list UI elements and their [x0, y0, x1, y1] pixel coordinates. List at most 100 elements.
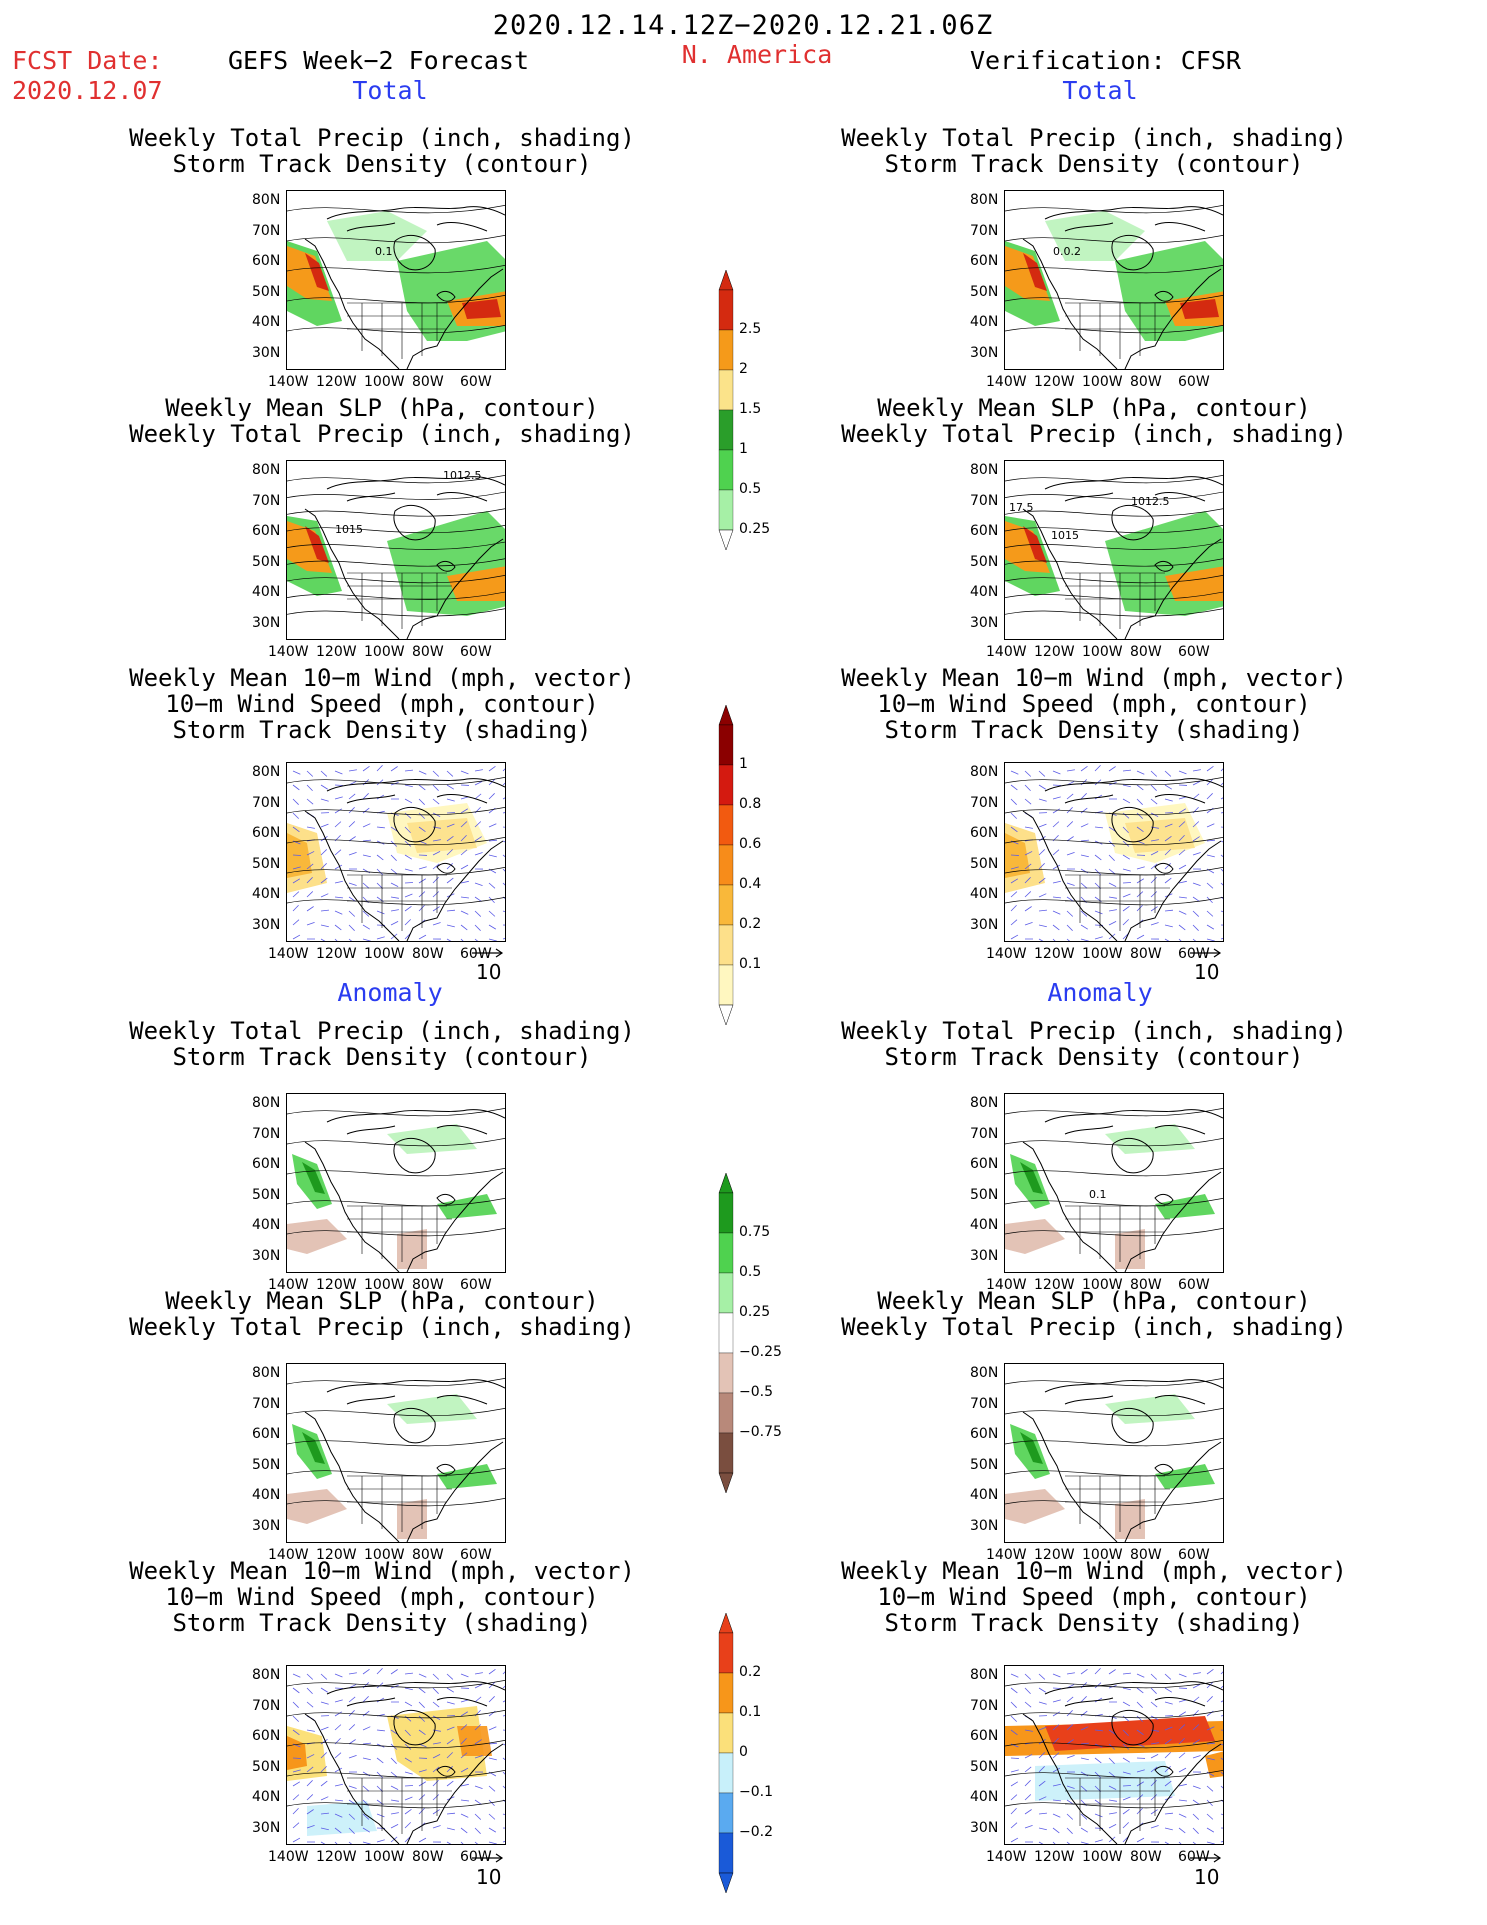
map-obs-total-slp-lat-tick: 50N [970, 553, 999, 570]
map-obs-anom-slp-lon-tick: 100W [1082, 1547, 1123, 1563]
map-obs-total-wind-lat-tick: 60N [970, 825, 999, 841]
map-obs-total-wind-lat-tick: 30N [970, 916, 999, 933]
map-obs-anom-wind-lon-tick: 60W [1178, 1849, 1210, 1865]
map-obs-anom-wind-lat-tick: 30N [970, 1819, 999, 1836]
map-fc-total-precip-coastline [304, 206, 505, 369]
map-fc-total-wind-lat-tick: 40N [252, 886, 281, 902]
map-fc-total-slp-lon-tick: 120W [316, 644, 357, 660]
colorbar-track-total-label: 0.4 [739, 876, 762, 892]
panel-title-fc-anom-precip: Weekly Total Precip (inch, shading) Storm… [129, 1017, 635, 1071]
map-fc-anom-precip-lat-tick: 30N [252, 1247, 281, 1264]
colorbar-track-total-segment [718, 764, 734, 806]
map-obs-anom-precip-annotation-0: 0.1 [1089, 1188, 1107, 1201]
map-obs-anom-slp-svg [1005, 1378, 1223, 1542]
map-obs-total-precip-shading-6 [1180, 299, 1219, 319]
map-fc-total-slp-lon-tick: 80W [412, 644, 444, 660]
colorbar-precip-total-segment [718, 489, 734, 531]
map-obs-total-slp-lat-tick: 60N [970, 523, 999, 539]
map-obs-anom-precip-lat-tick: 80N [970, 1095, 999, 1111]
vector-reference-arrow [1190, 948, 1222, 958]
colorbar-precip-total-label: 0.25 [739, 521, 771, 537]
panel-title-fc-total-slp: Weekly Mean SLP (hPa, contour) Weekly Tot… [129, 394, 635, 448]
map-obs-anom-precip-lon-tick: 80W [1130, 1277, 1162, 1293]
map-fc-total-precip-lat-tick: 40N [252, 314, 281, 330]
map-obs-anom-slp-lat-tick: 60N [970, 1426, 999, 1442]
map-fc-total-wind-lon-tick: 60W [460, 946, 492, 962]
map-obs-total-wind-lat-tick: 80N [970, 764, 999, 780]
map-fc-anom-precip-lat-tick: 80N [252, 1095, 281, 1111]
map-fc-total-precip-lon-tick: 60W [460, 374, 492, 390]
map-fc-total-wind-lon-tick: 100W [364, 946, 405, 962]
colorbar-track-anom-segment [718, 1832, 734, 1874]
map-fc-anom-precip-shading-1 [302, 1162, 325, 1194]
map-obs-anom-slp-lon-tick: 120W [1034, 1547, 1075, 1563]
map-obs-total-precip-lon-tick: 60W [1178, 374, 1210, 390]
map-fc-total-precip-shading-6 [462, 299, 501, 319]
colorbar-precip-anom-label: 0.75 [739, 1224, 771, 1240]
map-fc-total-wind-lat-tick: 30N [252, 916, 281, 933]
map-obs-total-precip-shading-4 [1045, 211, 1145, 261]
map-obs-anom-wind-lat-tick: 60N [970, 1728, 999, 1744]
colorbar-precip-anom-segment [718, 1272, 734, 1314]
map-fc-anom-wind-lat-tick: 80N [252, 1667, 281, 1683]
panel-title-fc-total-precip: Weekly Total Precip (inch, shading) Storm… [129, 124, 635, 178]
colorbar-track-total-segment [718, 924, 734, 966]
map-fc-total-slp-coastline [304, 476, 505, 639]
map-obs-total-precip-lon-tick: 100W [1082, 374, 1123, 390]
map-fc-anom-slp-shading-5 [397, 1499, 427, 1539]
map-fc-total-precip-contours [287, 205, 505, 334]
map-fc-anom-wind-lat-tick: 70N [252, 1697, 281, 1714]
colorbar-track-anom-label: 0 [739, 1744, 748, 1760]
map-obs-total-wind-lon-tick: 120W [1034, 946, 1075, 962]
map-fc-anom-slp-lat-tick: 80N [252, 1365, 281, 1381]
map-fc-anom-slp-lon-tick: 140W [268, 1547, 309, 1563]
map-obs-anom-precip-lat-tick: 70N [970, 1125, 999, 1142]
section-total-left: Total [352, 76, 428, 105]
colorbar-precip-anom-segment [718, 1232, 734, 1274]
colorbar-precip-total-segment [718, 369, 734, 411]
verification-title: Verification: CFSR [970, 46, 1241, 75]
colorbar-track-total-segment [718, 804, 734, 846]
map-obs-anom-wind-svg [1005, 1667, 1223, 1844]
map-fc-anom-precip-shading-5 [397, 1229, 427, 1269]
map-obs-total-slp-annotation-2: 1015 [1051, 529, 1079, 542]
map-obs-anom-precip-lon-tick: 60W [1178, 1277, 1210, 1293]
map-obs-anom-wind-wind-vectors [1010, 1667, 1223, 1844]
colorbar-track-total-label: 0.2 [739, 916, 762, 932]
map-obs-anom-wind-lat-tick: 50N [970, 1758, 999, 1775]
map-obs-anom-wind-contours [1005, 1680, 1223, 1809]
map-fc-anom-precip-lon-tick: 100W [364, 1277, 405, 1293]
map-obs-anom-precip-lon-tick: 100W [1082, 1277, 1123, 1293]
map-obs-anom-precip-shading-1 [1020, 1162, 1043, 1194]
map-obs-anom-wind-shading-1 [1045, 1716, 1215, 1751]
map-obs-total-slp-coastline [1022, 476, 1223, 639]
map-fc-total-slp-annotation-1: 1015 [335, 523, 363, 536]
map-fc-anom-slp-lon-tick: 120W [316, 1547, 357, 1563]
map-fc-anom-wind [286, 1665, 506, 1845]
panel-title-fc-total-wind: Weekly Mean 10−m Wind (mph, vector) 10−m … [129, 664, 635, 744]
map-fc-total-slp-annotation-0: 1012.5 [443, 469, 482, 482]
map-fc-total-precip-lat-tick: 70N [252, 222, 281, 239]
colorbar-precip-anom-segment [718, 1392, 734, 1434]
map-obs-total-precip-shading-2 [1023, 253, 1047, 291]
map-obs-total-slp-svg: 1012.5 17.5 1015 [1005, 475, 1223, 639]
map-fc-anom-wind-lon-tick: 120W [316, 1849, 357, 1865]
region-label: N. America [681, 40, 833, 69]
map-fc-total-slp-lat-tick: 50N [252, 553, 281, 570]
colorbar-precip-anom-label: 0.5 [739, 1264, 762, 1280]
map-obs-total-wind-wind-vectors [1010, 764, 1223, 941]
map-obs-anom-wind-lat-tick: 40N [970, 1789, 999, 1805]
vector-reference-label: 10 [476, 1865, 502, 1889]
map-obs-anom-slp-lon-tick: 80W [1130, 1547, 1162, 1563]
map-fc-anom-slp [286, 1363, 506, 1543]
map-obs-anom-slp-shading-4 [1105, 1394, 1195, 1424]
map-obs-total-precip-svg: 0.0.2 [1005, 205, 1223, 369]
map-fc-anom-precip-lat-tick: 40N [252, 1217, 281, 1233]
map-fc-anom-precip-svg [287, 1108, 505, 1272]
map-obs-total-slp-annotation-0: 1012.5 [1131, 495, 1170, 508]
map-obs-total-slp-lat-tick: 80N [970, 462, 999, 478]
panel-title-obs-total-wind: Weekly Mean 10−m Wind (mph, vector) 10−m … [841, 664, 1347, 744]
map-fc-anom-wind-lat-tick: 30N [252, 1819, 281, 1836]
map-obs-total-precip-lat-tick: 30N [970, 344, 999, 361]
map-obs-anom-precip-lat-tick: 40N [970, 1217, 999, 1233]
